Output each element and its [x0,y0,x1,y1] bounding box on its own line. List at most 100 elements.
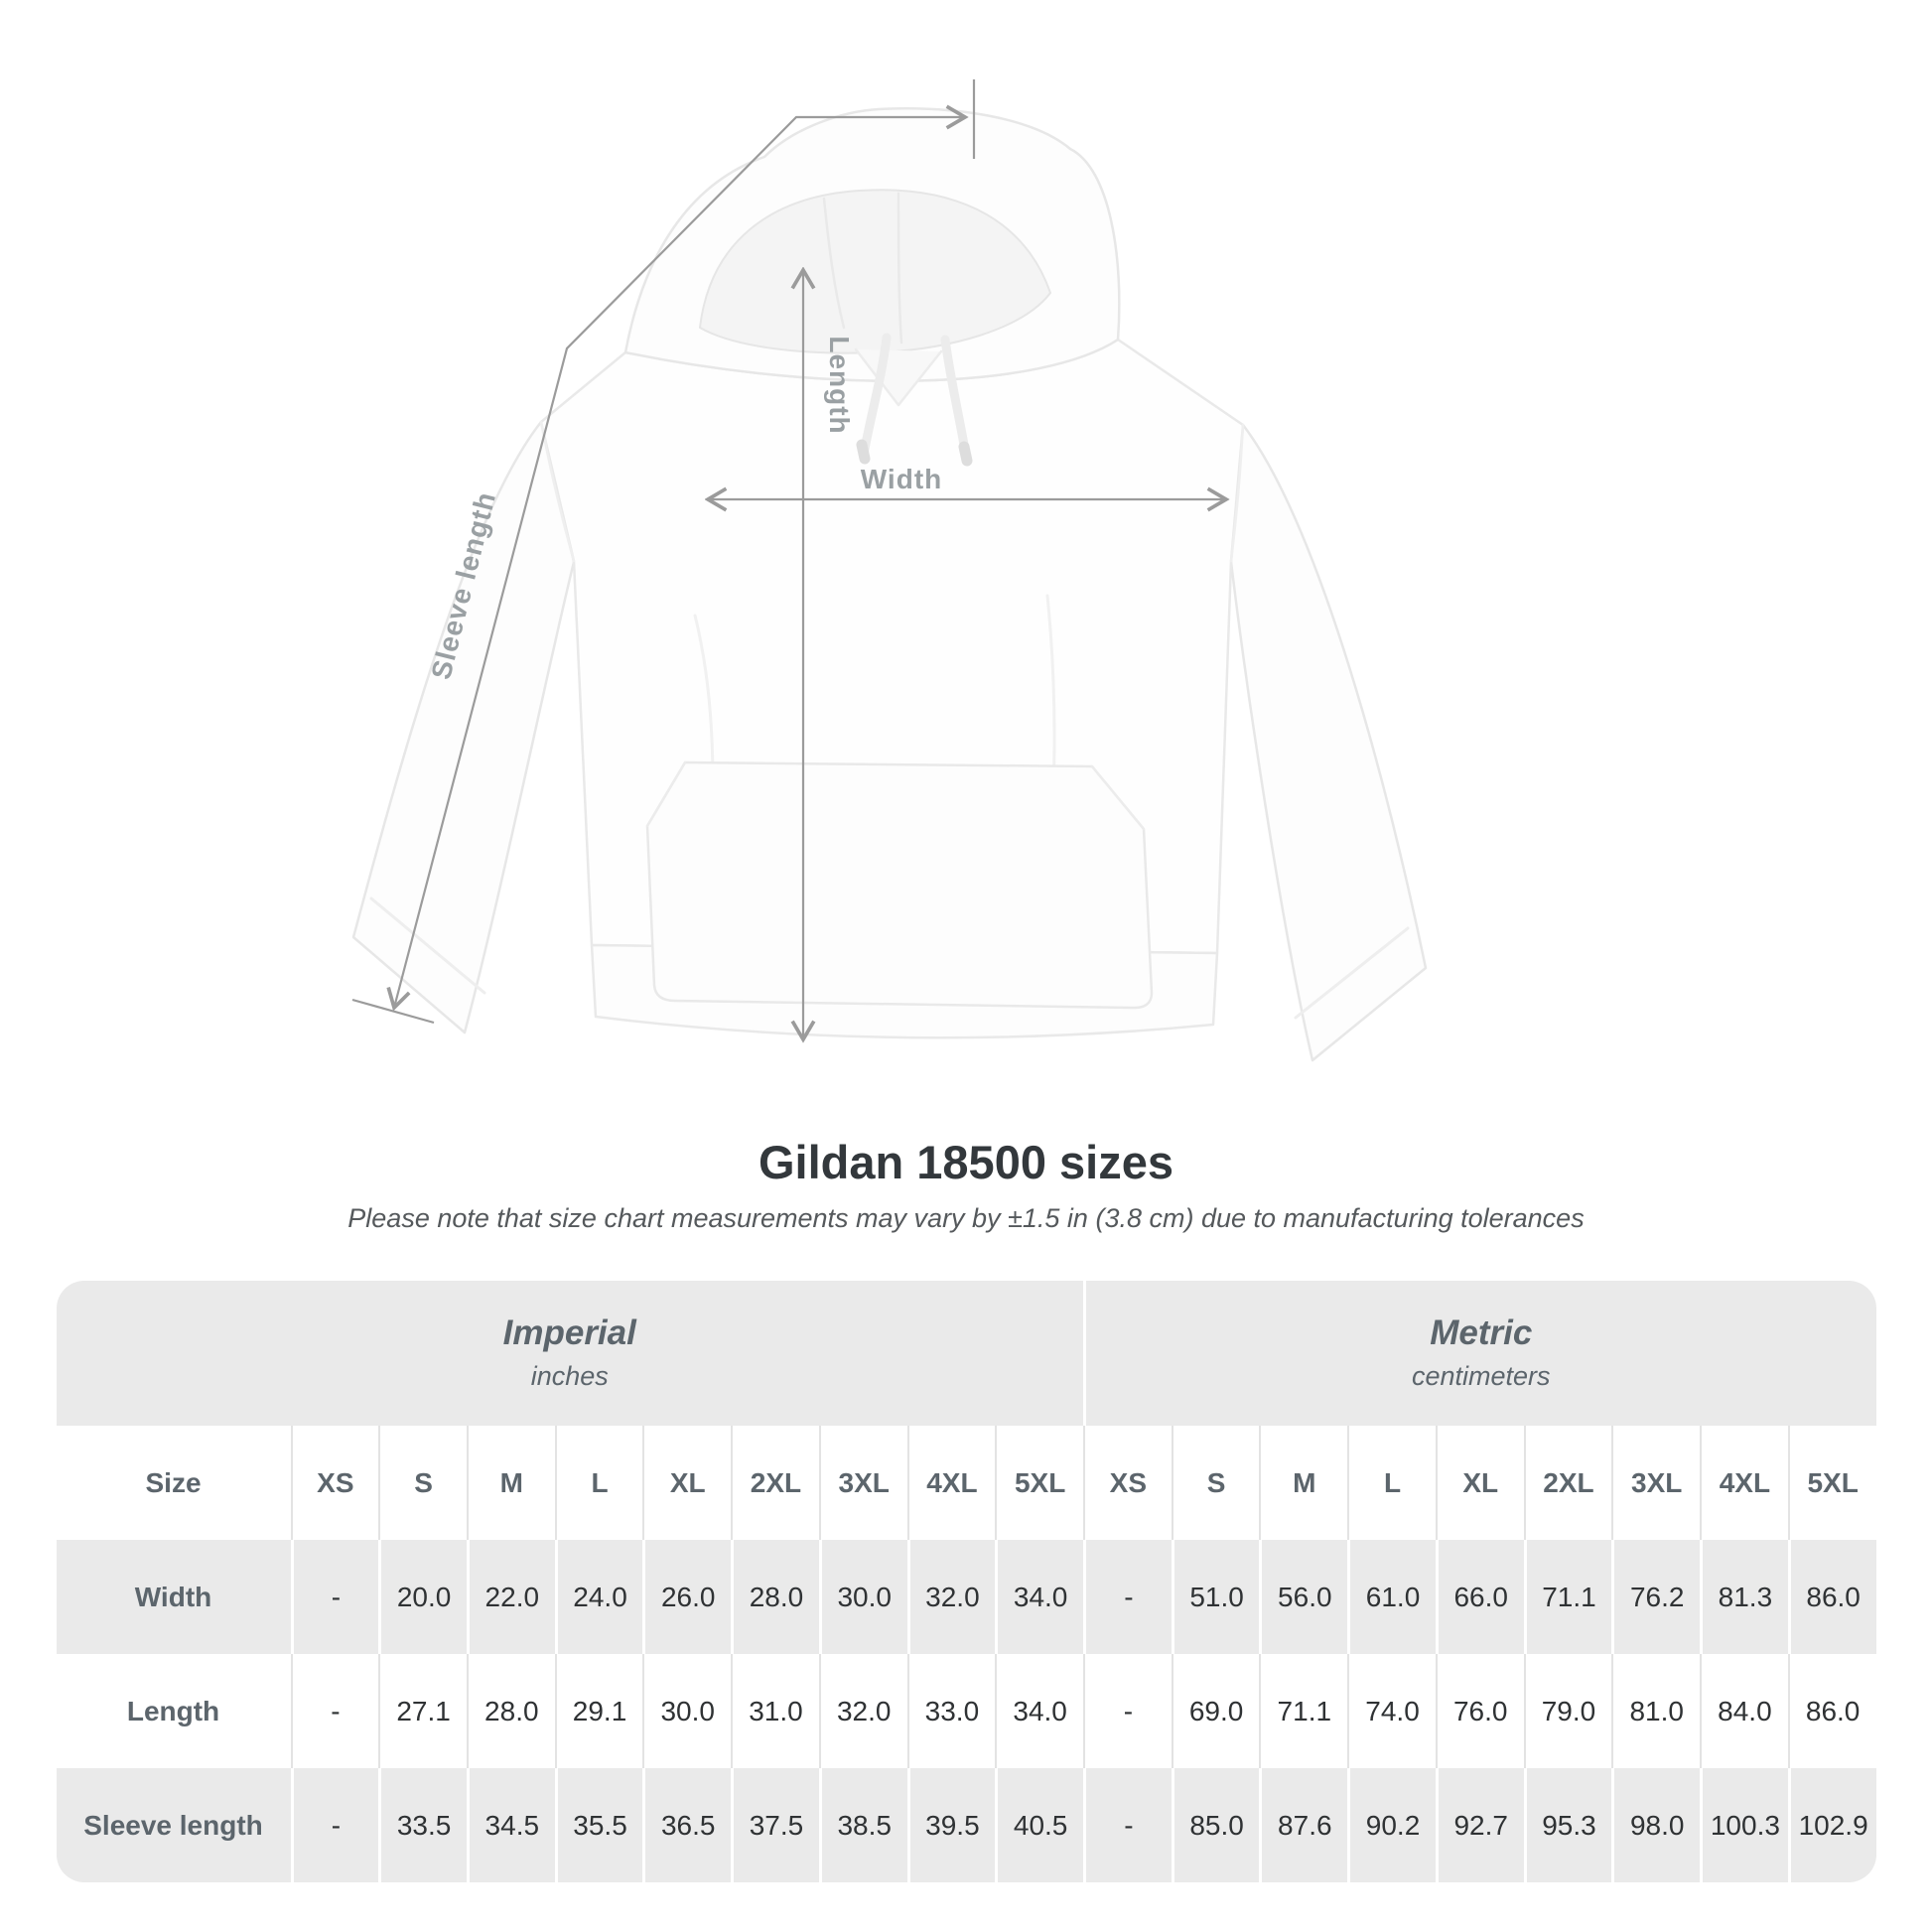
measurement-value: 81.0 [1611,1654,1700,1768]
measure-row-1: Length -27.1 28.0 29.1 30.0 31.0 32.0 33.0 34.0… [56,1654,1876,1768]
row-label-length: Length [126,1695,220,1726]
measurement-value: 34.0 [995,1654,1083,1768]
size-col-header: L [554,1426,643,1540]
measurement-value: 76.2 [1611,1540,1700,1654]
measurement-value: 29.1 [554,1654,643,1768]
size-table: Imperial inches Metric centimeters Size … [56,1281,1876,1882]
imperial-band-unit: inches [530,1361,609,1391]
size-col-header: 2XL [731,1426,819,1540]
measurement-value: 31.0 [731,1654,819,1768]
measurement-value: 61.0 [1347,1540,1436,1654]
measurement-value: 74.0 [1347,1654,1436,1768]
size-col-header: 3XL [1611,1426,1700,1540]
size-col-header: L [1347,1426,1436,1540]
hoodie-left-sleeve [351,420,576,1035]
measurement-value: 86.0 [1787,1540,1876,1654]
size-col-header: 3XL [818,1426,907,1540]
measurement-value: - [1083,1768,1172,1882]
measurement-value: - [1083,1654,1172,1768]
unit-band-row: Imperial inches Metric centimeters [56,1281,1876,1426]
size-col-header: XS [290,1426,379,1540]
measurement-value: 87.6 [1259,1768,1347,1882]
sleeve-length-line [394,117,965,1008]
size-col-header: XL [1435,1426,1524,1540]
size-col-header: S [1171,1426,1260,1540]
measurement-value: 34.0 [995,1540,1083,1654]
metric-band-name: Metric [1430,1313,1533,1352]
measurement-value: 22.0 [466,1540,555,1654]
measurement-value: 30.0 [818,1540,907,1654]
measurement-value: 86.0 [1787,1654,1876,1768]
measurement-value: 33.5 [378,1768,467,1882]
size-col-header: S [378,1426,467,1540]
hoodie-illustration [351,107,1428,1062]
sleeve-bottom-tick [351,998,435,1025]
size-col-header: 4XL [1700,1426,1788,1540]
hoodie-right-sleeve [1229,423,1428,1062]
size-col-header: 5XL [1787,1426,1876,1540]
measurement-value: 95.3 [1523,1768,1612,1882]
size-column-header: Size [145,1466,202,1498]
measurement-value: 26.0 [642,1540,731,1654]
measurement-value: 76.0 [1435,1654,1524,1768]
measurement-value: 85.0 [1171,1768,1260,1882]
title-block: Gildan 18500 sizes Please note that size… [0,1112,1932,1237]
page-title: Gildan 18500 sizes [758,1136,1174,1188]
measurement-value: 100.3 [1700,1768,1788,1882]
measurement-value: 32.0 [818,1654,907,1768]
measurement-value: 38.5 [818,1768,907,1882]
measurement-value: 30.0 [642,1654,731,1768]
size-col-header: 5XL [995,1426,1083,1540]
measurement-value: 69.0 [1171,1654,1260,1768]
hoodie-diagram-svg: Sleeve length Length Width [351,79,1428,1062]
measurement-value: 28.0 [731,1540,819,1654]
measurement-value: 27.1 [378,1654,467,1768]
measurement-value: 56.0 [1259,1540,1347,1654]
hoodie-pocket [645,760,1154,1010]
metric-band-cell: Metric centimeters [1083,1281,1876,1426]
measurement-value: 66.0 [1435,1540,1524,1654]
measurement-value: - [1083,1540,1172,1654]
measurement-value: 37.5 [731,1768,819,1882]
measurement-value: 102.9 [1787,1768,1876,1882]
measurement-value: 92.7 [1435,1768,1524,1882]
measurement-value: 32.0 [906,1540,996,1654]
size-header-row: Size XS S M L XL 2XL 3XL 4XL 5XL XS S M L XL 2XL 3XL 4XL… [56,1426,1876,1540]
measurement-value: 90.2 [1347,1768,1436,1882]
measurement-value: 39.5 [906,1768,996,1882]
row-label-width: Width [134,1581,212,1612]
size-col-header: M [466,1426,555,1540]
measurement-value: 36.5 [642,1768,731,1882]
metric-band-unit: centimeters [1411,1361,1551,1391]
page-subtitle: Please note that size chart measurements… [347,1203,1585,1233]
measurement-value: - [290,1768,379,1882]
size-col-header: M [1259,1426,1347,1540]
measurement-value: - [290,1654,379,1768]
hoodie-measurement-diagram: Sleeve length Length Width [351,79,1428,1062]
imperial-band-cell: Imperial inches [57,1281,1084,1426]
measurement-value: 71.1 [1523,1540,1612,1654]
measurement-value: 79.0 [1523,1654,1612,1768]
size-col-header: XS [1083,1426,1172,1540]
measurement-value: 84.0 [1700,1654,1788,1768]
size-col-header: XL [642,1426,731,1540]
measurement-value: 81.3 [1700,1540,1788,1654]
measurement-value: 51.0 [1171,1540,1260,1654]
measurement-value: - [290,1540,379,1654]
row-label-sleeve-length: Sleeve length [83,1809,263,1841]
measurement-value: 98.0 [1611,1768,1700,1882]
measurement-value: 28.0 [466,1654,555,1768]
measurement-value: 34.5 [466,1768,555,1882]
imperial-band-name: Imperial [502,1313,636,1352]
measurement-value: 40.5 [995,1768,1083,1882]
measurement-value: 20.0 [378,1540,467,1654]
measurement-value: 71.1 [1259,1654,1347,1768]
measurement-value: 24.0 [554,1540,643,1654]
length-label: Length [824,336,855,434]
size-col-header: 2XL [1523,1426,1612,1540]
measure-row-0: Width -20.0 22.0 24.0 26.0 28.0 30.0 32.0 34.0-… [56,1540,1876,1654]
measurement-lines [351,79,1226,1039]
measurement-value: 35.5 [554,1768,643,1882]
width-label: Width [861,464,943,494]
